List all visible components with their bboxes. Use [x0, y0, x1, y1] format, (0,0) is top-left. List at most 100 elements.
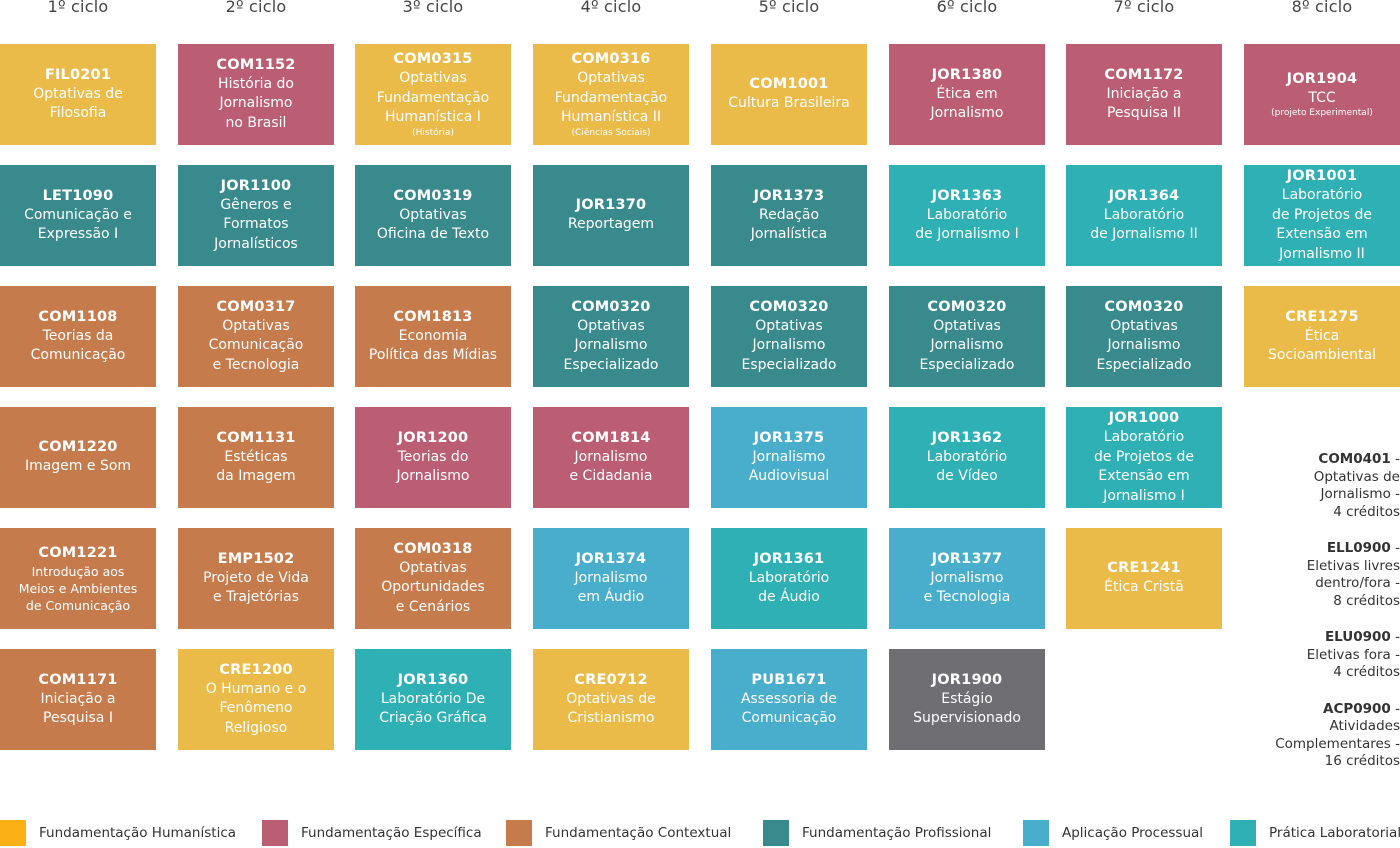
extra-credit-item: ELU0900 - Eletivas fora -4 créditos	[1240, 626, 1400, 682]
course-box[interactable]: JOR1364 Laboratório de Jornalismo II	[1066, 165, 1222, 266]
course-code: JOR1200	[397, 429, 469, 446]
course-box[interactable]: COM1221 Introdução aos Meios e Ambientes de…	[0, 528, 156, 629]
course-name-line: e Trajetórias	[213, 589, 299, 605]
legend-item: Fundamentação Contextual	[506, 820, 731, 846]
course-box[interactable]: COM0320 Optativas Jornalismo Especializado	[889, 286, 1045, 387]
course-code: COM0320	[1104, 298, 1184, 315]
course-name-line: Jornalismo	[574, 337, 648, 354]
course-box[interactable]: COM1813 Economia Política das Mídias	[355, 286, 511, 387]
course-box[interactable]: JOR1363 Laboratório de Jornalismo I	[889, 165, 1045, 266]
course-code: JOR1380	[931, 66, 1003, 83]
course-name-line: de Projetos de	[1272, 206, 1372, 223]
course-name-line: Especializado	[919, 356, 1015, 373]
course-code: COM1001	[749, 76, 829, 93]
course-box[interactable]: JOR1001 Laboratório de Projetos de Extensão…	[1244, 165, 1400, 266]
course-name-line: Meios e Ambientes	[18, 580, 138, 596]
course-code: COM1814	[571, 429, 651, 446]
course-name-line: Estágio	[941, 690, 993, 707]
course-box[interactable]: CRE1241 Ética Cristã	[1066, 528, 1222, 629]
course-box[interactable]: COM0320 Optativas Jornalismo Especializado	[533, 286, 689, 387]
course-code: COM1813	[393, 308, 473, 325]
course-name-line: O Humano e o	[205, 680, 307, 697]
course-box[interactable]: JOR1900 Estágio Supervisionado	[889, 649, 1045, 750]
course-box[interactable]: PUB1671 Assessoria de Comunicação	[711, 649, 867, 750]
course-box[interactable]: JOR1000 Laboratório de Projetos de Extensão…	[1066, 407, 1222, 508]
course-code: COM1221	[38, 544, 118, 561]
course-box[interactable]: COM1131 Estéticas da Imagem	[178, 407, 334, 508]
course-box[interactable]: JOR1377 Jornalismo e Tecnologia	[889, 528, 1045, 629]
extra-credit-desc-line: Complementares -	[1275, 735, 1400, 752]
course-box[interactable]: COM1171 Iniciação a Pesquisa I	[0, 649, 156, 750]
course-code: JOR1373	[753, 187, 825, 204]
extra-credit-code-line: ACP0900 -	[1240, 698, 1400, 719]
legend-item: Fundamentação Humanística	[0, 820, 236, 846]
course-name-line: Comunicação e	[24, 206, 132, 223]
course-code: JOR1001	[1286, 168, 1358, 184]
extra-credit-code: ACP0900	[1323, 700, 1391, 717]
course-name-line: Optativas	[399, 70, 467, 87]
course-box[interactable]: FIL0201 Optativas de Filosofia	[0, 44, 156, 145]
course-box[interactable]: JOR1200 Teorias do Jornalismo	[355, 407, 511, 508]
course-box[interactable]: JOR1100 Gêneros e Formatos Jornalísticos	[178, 165, 334, 266]
course-box[interactable]: CRE1275 Ética Socioambiental	[1244, 286, 1400, 387]
course-box[interactable]: COM0315 Optativas Fundamentação Humanística…	[355, 44, 511, 145]
course-name-line: Humanística II	[560, 109, 662, 126]
course-box[interactable]: JOR1362 Laboratório de Vídeo	[889, 407, 1045, 508]
course-box[interactable]: JOR1380 Ética em Jornalismo	[889, 44, 1045, 145]
course-name-line: Fenômeno	[219, 700, 293, 717]
course-box[interactable]: COM0317 Optativas Comunicação e Tecnologia	[178, 286, 334, 387]
course-name-line: Imagem e Som	[24, 458, 132, 475]
course-code: CRE1241	[1107, 560, 1181, 577]
course-name-line: no Brasil	[225, 114, 287, 131]
course-box[interactable]: COM0318 Optativas Oportunidades e Cenários	[355, 528, 511, 629]
course-box[interactable]: JOR1361 Laboratório de Áudio	[711, 528, 867, 629]
course-box[interactable]: COM1152 História do Jornalismo no Brasil	[178, 44, 334, 145]
course-name-line: Introdução aos	[31, 563, 125, 579]
course-box[interactable]: JOR1360 Laboratório De Criação Gráfica	[355, 649, 511, 750]
course-name-line: Audiovisual	[748, 468, 830, 484]
course-name-line: Comunicação	[741, 710, 837, 726]
course-box[interactable]: EMP1502 Projeto de Vida e Trajetórias	[178, 528, 334, 629]
course-code: CRE1275	[1285, 308, 1359, 325]
course-name-line: Laboratório	[1281, 187, 1363, 203]
extra-credit-suffix: -	[1390, 700, 1400, 717]
course-box[interactable]: COM1108 Teorias da Comunicação	[0, 286, 156, 387]
course-name-line: Laboratório	[1103, 206, 1185, 223]
course-box[interactable]: COM0316 Optativas Fundamentação Humanística…	[533, 44, 689, 145]
course-box[interactable]: COM1172 Iniciação a Pesquisa II	[1066, 44, 1222, 145]
course-box[interactable]: JOR1904 TCC (projeto Experimental)	[1244, 44, 1400, 145]
course-box[interactable]: JOR1374 Jornalismo em Áudio	[533, 528, 689, 629]
course-box[interactable]: COM0319 Optativas Oficina de Texto	[355, 165, 511, 266]
course-box[interactable]: JOR1370 Reportagem	[533, 165, 689, 266]
course-code: JOR1100	[220, 177, 292, 194]
course-code: PUB1671	[751, 671, 827, 688]
course-box[interactable]: CRE0712 Optativas de Cristianismo	[533, 649, 689, 750]
course-name-line: Laboratório De	[380, 690, 486, 707]
course-name-line: Jornalismo	[930, 569, 1004, 586]
course-box[interactable]: COM0320 Optativas Jornalismo Especializado	[1066, 286, 1222, 387]
course-code: COM0320	[749, 298, 829, 315]
course-name-line: Economia	[398, 327, 468, 344]
course-box[interactable]: COM1001 Cultura Brasileira	[711, 44, 867, 145]
course-name-line: Optativas	[399, 206, 467, 223]
course-name-line: Humanística I	[385, 109, 481, 126]
extra-credit-suffix: -	[1390, 540, 1400, 556]
cycle-header: 5º ciclo	[758, 0, 820, 16]
legend-item: Fundamentação Específica	[262, 820, 482, 846]
extra-credits-notes: COM0401 - Optativas de Jornalismo -4 crédi…	[1240, 448, 1400, 787]
course-box[interactable]: JOR1375 Jornalismo Audiovisual	[711, 407, 867, 508]
course-name-line: Jornalísticos	[214, 235, 298, 252]
course-box[interactable]: JOR1373 Redação Jornalística	[711, 165, 867, 266]
course-code: CRE1200	[219, 661, 293, 678]
course-box[interactable]: COM1814 Jornalismo e Cidadania	[533, 407, 689, 508]
extra-credit-desc-line: 4 créditos	[1333, 503, 1400, 520]
course-box[interactable]: COM0320 Optativas Jornalismo Especializado	[711, 286, 867, 387]
cycle-header: 1º ciclo	[47, 0, 109, 16]
course-name-line: Optativas	[1110, 317, 1178, 334]
extra-credit-desc-line: 8 créditos	[1333, 592, 1400, 609]
course-code: COM1171	[38, 671, 118, 688]
course-name-line: Oportunidades	[381, 579, 485, 596]
course-box[interactable]: COM1220 Imagem e Som	[0, 407, 156, 508]
course-box[interactable]: LET1090 Comunicação e Expressão I	[0, 165, 156, 266]
course-box[interactable]: CRE1200 O Humano e o Fenômeno Religioso	[178, 649, 334, 750]
